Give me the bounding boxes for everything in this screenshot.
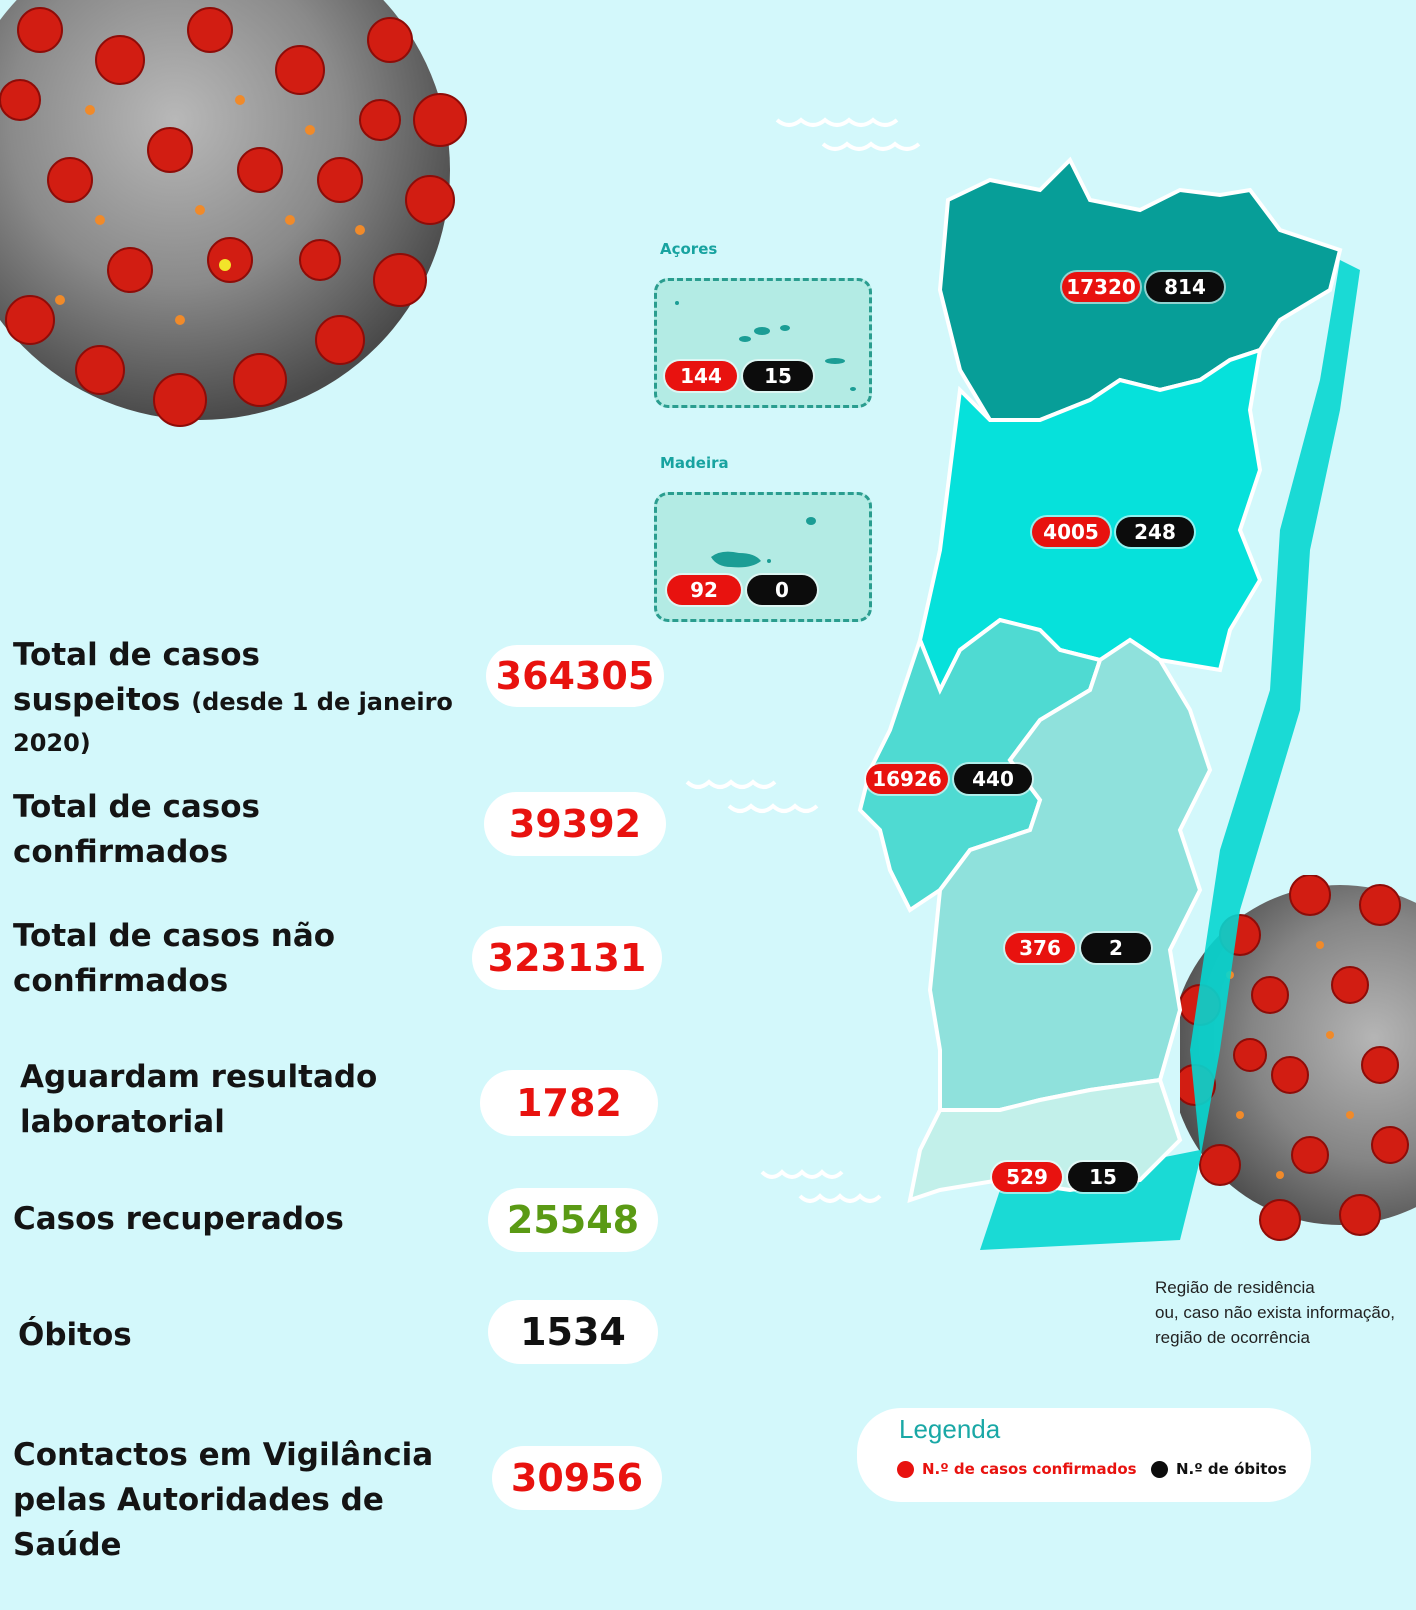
region-note: Região de residência ou, caso não exista…: [1155, 1278, 1396, 1347]
stat-label-aguardam: Aguardam resultado laboratorial: [20, 1059, 378, 1140]
stat-label-suspeitos: Total de casos suspeitos (desde 1 de jan…: [13, 637, 453, 757]
island-box-acores: 144 15: [654, 278, 872, 408]
region-alentejo-badges: 376 2: [1005, 933, 1151, 963]
acores-islands: [675, 301, 856, 391]
cases-badge: 376: [1005, 933, 1075, 963]
stat-label-recuperados: Casos recuperados: [13, 1201, 344, 1237]
madeira-badges: 92 0: [667, 575, 817, 605]
cases-badge: 529: [992, 1162, 1062, 1192]
deaths-badge: 248: [1116, 517, 1194, 547]
stat-label-contactos: Contactos em Vigilância pelas Autoridades…: [13, 1437, 434, 1563]
island-box-madeira: 92 0: [654, 492, 872, 622]
coronavirus-illustration-top: [0, 0, 467, 427]
deaths-badge: 440: [954, 764, 1032, 794]
region-centro-badges: 4005 248: [1032, 517, 1194, 547]
legend-cases: N.º de casos confirmados: [897, 1460, 1137, 1478]
cases-badge: 17320: [1062, 272, 1140, 302]
island-title-acores: Açores: [660, 240, 718, 258]
region-lisboa-badges: 16926 440: [866, 764, 1032, 794]
madeira-islands: [711, 517, 816, 568]
portugal-map: [857, 156, 1360, 1250]
cases-badge: 92: [667, 575, 741, 605]
acores-badges: 144 15: [665, 361, 813, 391]
stat-value-contactos: 30956: [492, 1446, 662, 1510]
red-dot-icon: [897, 1460, 914, 1478]
cases-badge: 4005: [1032, 517, 1110, 547]
deaths-badge: 0: [747, 575, 817, 605]
region-norte-badges: 17320 814: [1062, 272, 1224, 302]
island-title-madeira: Madeira: [660, 454, 729, 472]
stat-value-confirmados: 39392: [484, 792, 666, 856]
legend-deaths: N.º de óbitos: [1151, 1460, 1287, 1478]
stat-value-recuperados: 25548: [488, 1188, 658, 1252]
deaths-badge: 15: [1068, 1162, 1138, 1192]
deaths-badge: 2: [1081, 933, 1151, 963]
stat-label-obitos: Óbitos: [18, 1317, 132, 1353]
stat-label-nao-confirmados: Total de casos não confirmados: [13, 918, 336, 999]
cases-badge: 144: [665, 361, 737, 391]
region-algarve-badges: 529 15: [992, 1162, 1138, 1192]
stat-label-confirmados: Total de casos confirmados: [13, 789, 260, 870]
legend-title: Legenda: [899, 1414, 1001, 1444]
deaths-badge: 814: [1146, 272, 1224, 302]
legend-box: Legenda N.º de casos confirmados N.º de …: [857, 1408, 1311, 1502]
stat-value-aguardam: 1782: [480, 1070, 658, 1136]
stat-value-suspeitos: 364305: [486, 645, 664, 707]
black-dot-icon: [1151, 1460, 1168, 1478]
deaths-badge: 15: [743, 361, 813, 391]
stat-value-nao-confirmados: 323131: [472, 926, 662, 990]
wave-decoration: [685, 779, 819, 813]
wave-decoration: [760, 1169, 882, 1203]
wave-decoration: [775, 117, 921, 151]
stat-value-obitos: 1534: [488, 1300, 658, 1364]
cases-badge: 16926: [866, 764, 948, 794]
